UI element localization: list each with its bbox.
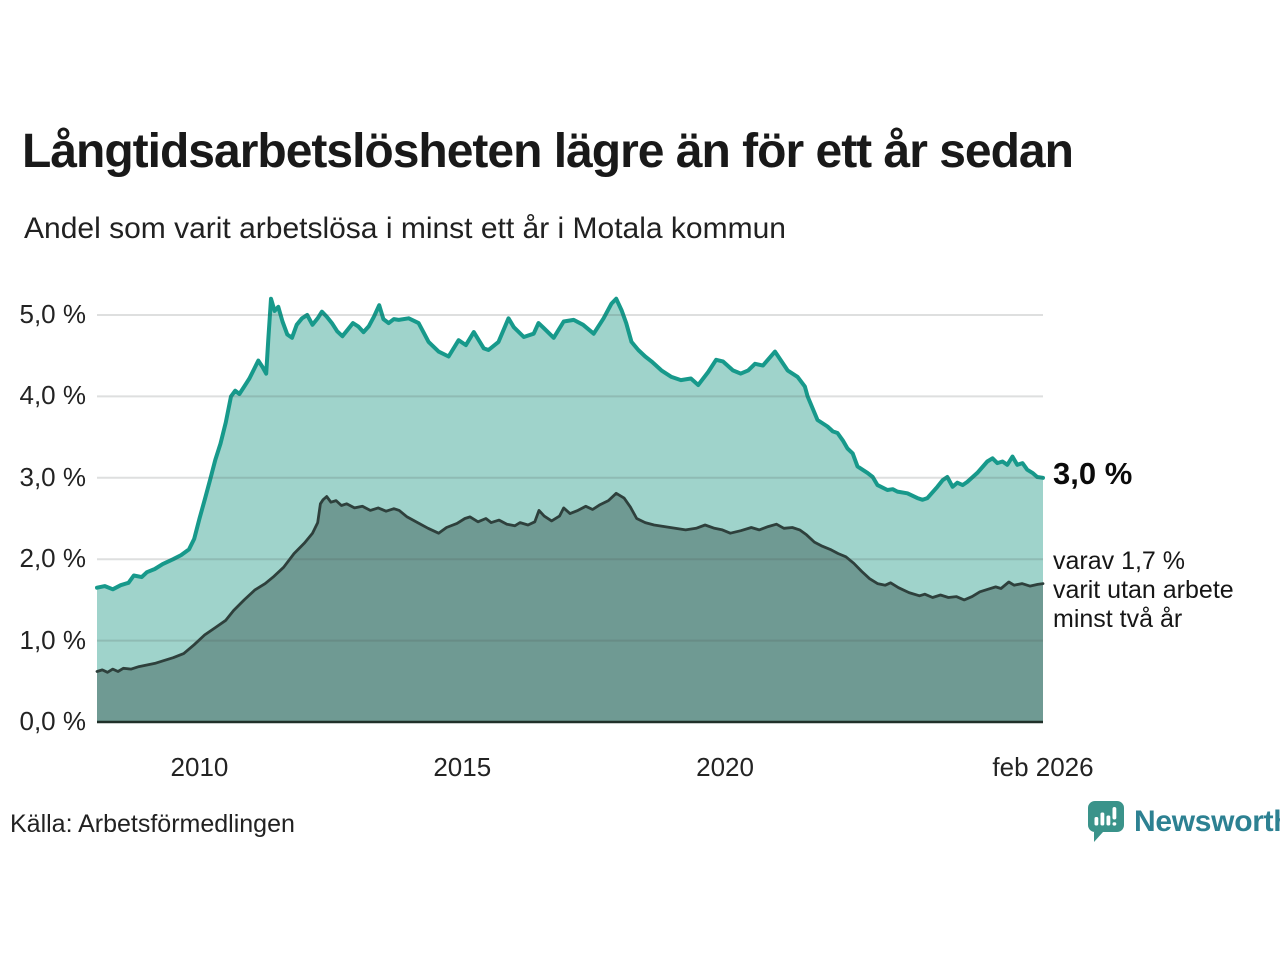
x-tick-label: 2020 [696,752,754,782]
y-tick-label: 0,0 % [19,706,87,736]
x-tick-label: 2015 [433,752,492,782]
chart-svg [95,296,1045,724]
annotation-two-years: varav 1,7 % varit utan arbete minst två … [1053,547,1234,633]
series-line-minst_ett_ar [95,296,1045,592]
series-area-minst_tva_ar [97,493,1043,722]
newsworthy-icon [1088,801,1124,842]
brand-name: Newsworthy [1134,805,1280,838]
x-tick-label: 2010 [170,752,229,782]
y-tick-label: 5,0 % [19,299,87,329]
y-tick-label: 1,0 % [19,624,87,655]
y-tick-label: 3,0 % [19,461,87,492]
x-tick-label: feb 2026 [992,752,1094,782]
y-tick-label: 4,0 % [19,380,87,411]
chart-area: 0,0 % 1,0 % 2,0 % 3,0 % 4,0 % 5,0 % 2010 2015 2… [0,270,1280,800]
page-title: Långtidsarbetslösheten lägre än för ett … [22,125,1074,178]
brand-logo: Newsworthy [1086,799,1280,845]
annotation-latest-total: 3,0 % [1053,456,1133,491]
y-tick-label: 2,0 % [19,543,87,574]
source-note: Källa: Arbetsförmedlingen [10,810,295,838]
series-line-minst_tva_ar [95,491,1045,674]
page-subtitle: Andel som varit arbetslösa i minst ett å… [24,212,786,245]
